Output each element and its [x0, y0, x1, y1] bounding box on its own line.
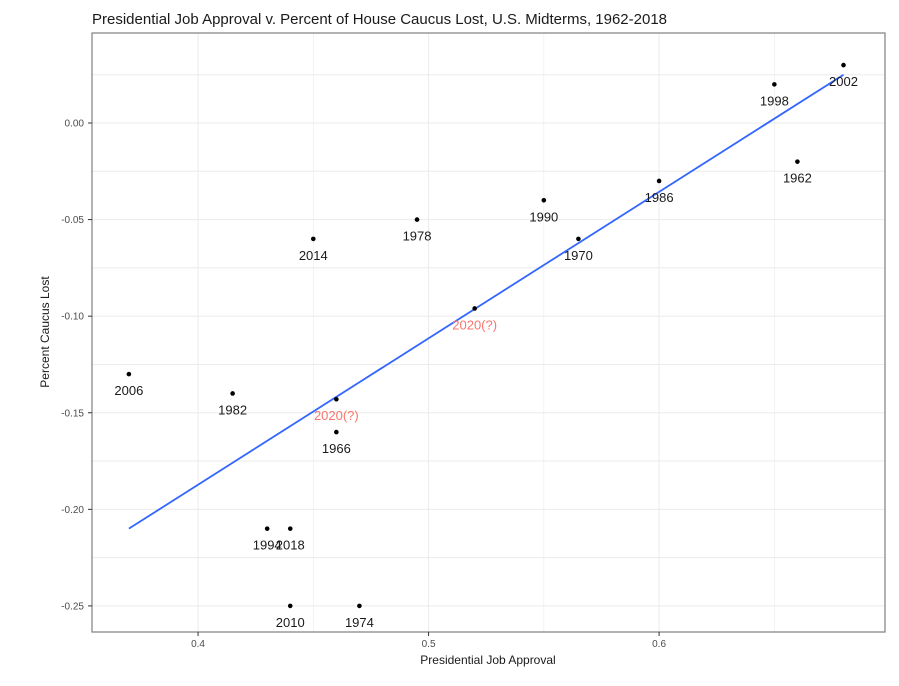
data-point: [334, 429, 339, 435]
point-label: 1978: [403, 229, 432, 244]
data-point: [287, 526, 293, 531]
point-label: 2018: [276, 538, 305, 553]
y-tick-label: 0.00: [65, 119, 85, 130]
y-axis: 0.00 -0.05 -0.10 -0.15 -0.20 -0.25: [61, 119, 92, 612]
data-point: [264, 526, 270, 531]
point-label: 2010: [276, 615, 305, 630]
x-tick-label: 0.6: [652, 639, 666, 650]
point-label: 1982: [218, 402, 247, 417]
data-point: [795, 159, 800, 164]
point-label: 1974: [345, 615, 374, 630]
plot-panel-border: [91, 32, 886, 633]
data-point: [126, 371, 132, 377]
point-label: 1994: [253, 538, 282, 553]
point-label: 2006: [114, 383, 143, 398]
point-label: 2020(?): [452, 317, 497, 332]
point-label: 1998: [760, 93, 789, 108]
point-label: 2020(?): [314, 408, 359, 423]
data-point: [334, 396, 339, 402]
y-tick-label: -0.15: [61, 408, 84, 419]
data-point: [230, 391, 235, 396]
data-point: [576, 236, 581, 242]
regression-line: [128, 73, 844, 530]
y-tick-label: -0.20: [61, 505, 84, 516]
point-label: 1966: [322, 441, 351, 456]
point-label: 2014: [299, 248, 328, 263]
data-point: [541, 197, 547, 203]
data-point: [414, 217, 420, 222]
data-point: [287, 603, 293, 609]
data-point: [357, 603, 362, 609]
y-tick-label: -0.05: [61, 215, 84, 226]
fit-line: [128, 73, 844, 530]
data-point: [656, 178, 662, 184]
data-point: [311, 236, 316, 242]
point-label: 1962: [783, 171, 812, 186]
y-tick-label: -0.10: [61, 312, 84, 323]
x-axis: 0.4 0.5 0.6: [191, 632, 666, 650]
point-label: 1970: [564, 248, 593, 263]
data-point: [841, 62, 846, 68]
data-point: [772, 82, 777, 87]
x-tick-label: 0.4: [191, 639, 205, 650]
gridlines: [92, 33, 885, 632]
y-tick-label: -0.25: [61, 601, 84, 612]
point-label: 2002: [829, 74, 858, 89]
chart-title: Presidential Job Approval v. Percent of …: [92, 11, 667, 28]
x-tick-label: 0.5: [422, 639, 436, 650]
data-point: [472, 306, 477, 311]
point-label: 1986: [645, 190, 674, 205]
y-axis-label: Percent Caucus Lost: [38, 276, 52, 388]
x-axis-label: Presidential Job Approval: [420, 653, 555, 667]
point-label: 1990: [529, 209, 558, 224]
